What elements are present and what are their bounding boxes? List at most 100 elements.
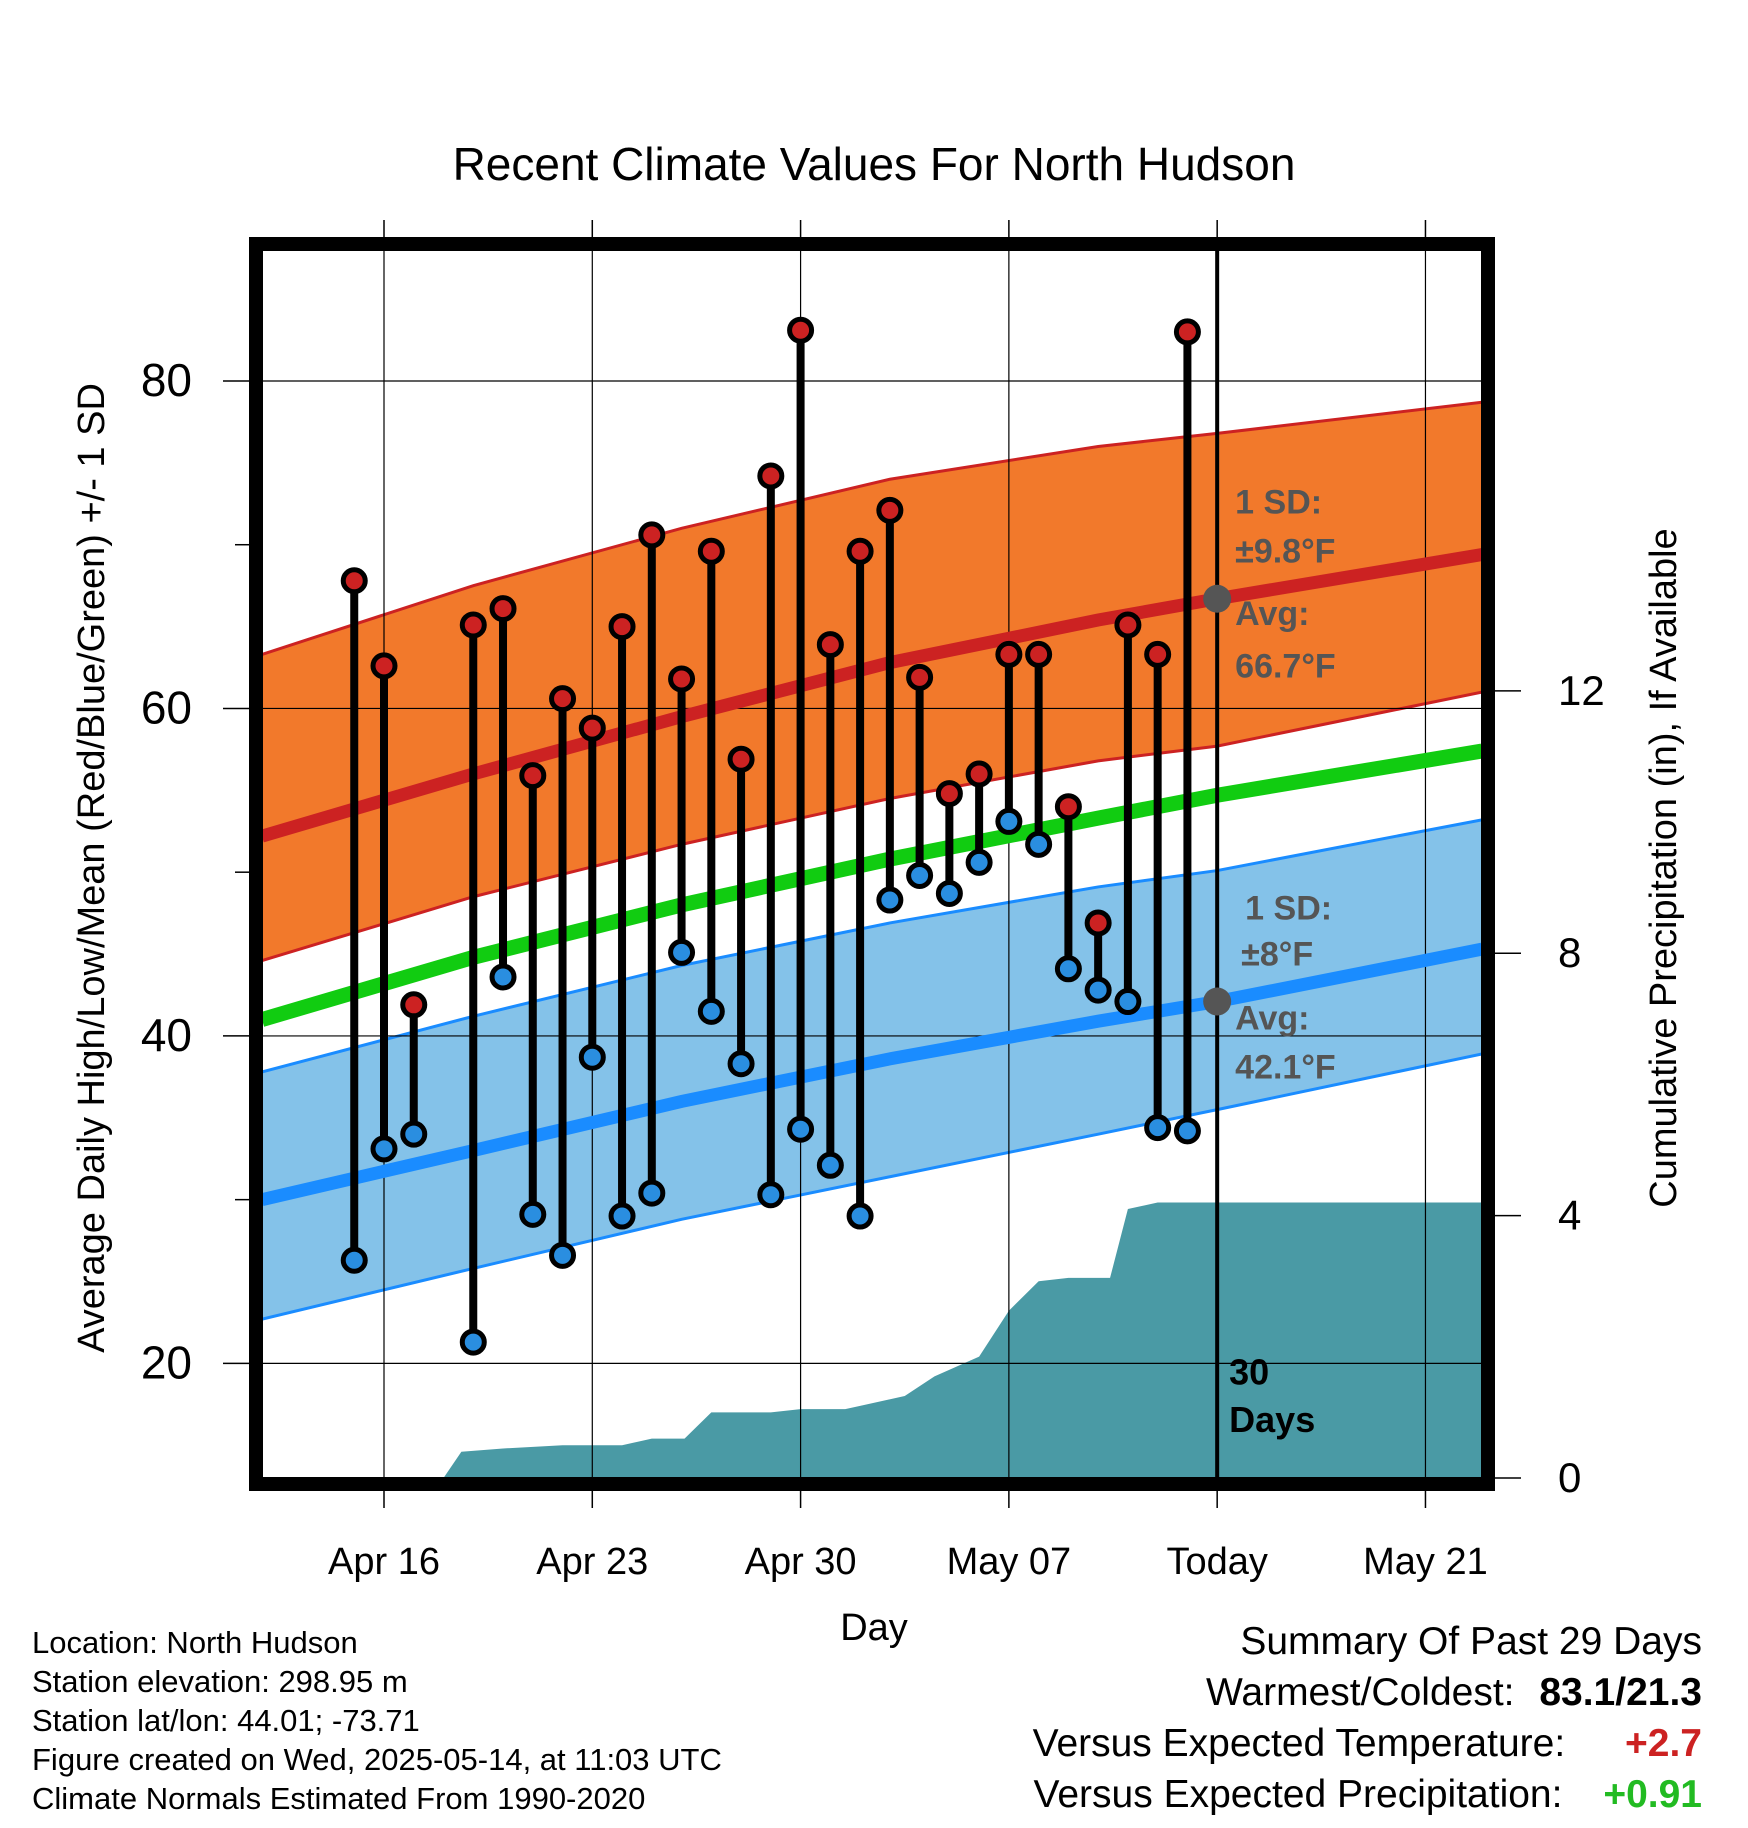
y2-tick-label: 12: [1558, 667, 1605, 714]
summary-temp: Versus Expected Temperature: +2.7: [1033, 1718, 1702, 1769]
low-sd-value: ±8°F: [1241, 936, 1313, 974]
daily-low-point: [1114, 988, 1142, 1016]
daily-low-point: [906, 861, 934, 889]
summary-panel: Summary Of Past 29 Days Warmest/Coldest:…: [1033, 1616, 1702, 1820]
temp-value: +2.7: [1625, 1722, 1702, 1765]
summary-title: Summary Of Past 29 Days: [1240, 1620, 1702, 1663]
daily-high-point: [876, 496, 904, 524]
daily-low-point: [459, 1328, 487, 1356]
daily-low-point: [1084, 976, 1112, 1004]
daily-high-point: [697, 537, 725, 565]
daily-low-point: [757, 1181, 785, 1209]
today-low-avg-marker: [1203, 987, 1232, 1016]
daily-low-point: [578, 1043, 606, 1071]
precip-label: Versus Expected Precipitation:: [1033, 1773, 1563, 1816]
y-tick-label: 80: [141, 354, 192, 406]
daily-high-point: [400, 991, 428, 1019]
daily-low-point: [965, 848, 993, 876]
daily-high-point: [935, 780, 963, 808]
y-axis-label: Average Daily High/Low/Mean (Red/Blue/Gr…: [71, 383, 113, 1353]
x-tick-label: May 07: [947, 1541, 1072, 1583]
plot-area: 1 SD: ±9.8°F Avg: 66.7°F 1 SD: ±8°F Avg: 42.1°F…: [262, 250, 1482, 1478]
today-high-avg-marker: [1203, 584, 1232, 613]
daily-high-point: [1114, 611, 1142, 639]
temp-label: Versus Expected Temperature:: [1032, 1722, 1566, 1765]
low-sd-label: 1 SD:: [1245, 890, 1332, 928]
daily-high-point: [727, 745, 755, 773]
x-tick-label: Apr 16: [328, 1541, 440, 1583]
chart-title: Recent Climate Values For North Hudson: [453, 138, 1296, 190]
daily-low-point: [370, 1135, 398, 1163]
daily-low-point: [846, 1202, 874, 1230]
high-sd-value: ±9.8°F: [1235, 533, 1335, 571]
daily-high-point: [1054, 793, 1082, 821]
daily-low-point: [1054, 955, 1082, 983]
daily-high-point: [1144, 640, 1172, 668]
daily-high-point: [757, 462, 785, 490]
low-avg-value: 42.1°F: [1235, 1048, 1336, 1086]
summary-warm-cold: Warmest/Coldest: 83.1/21.3: [1033, 1667, 1702, 1718]
precip-area: [262, 1202, 1482, 1478]
x-tick-label: Apr 30: [745, 1541, 857, 1583]
daily-high-point: [1084, 909, 1112, 937]
info-elevation: Station elevation: 298.95 m: [32, 1664, 408, 1699]
daily-high-point: [549, 685, 577, 713]
warm-cold-value: 83.1/21.3: [1539, 1671, 1702, 1714]
station-info: Location: North Hudson Station elevation…: [32, 1623, 722, 1818]
info-latlon: Station lat/lon: 44.01; -73.71: [32, 1703, 420, 1738]
info-location: Location: North Hudson: [32, 1625, 358, 1660]
daily-high-point: [787, 316, 815, 344]
x-tick-label: Apr 23: [536, 1541, 648, 1583]
low-avg-label: Avg:: [1235, 999, 1309, 1037]
summary-precip: Versus Expected Precipitation: +0.91: [1033, 1769, 1703, 1820]
low-sd-band: [262, 819, 1482, 1320]
daily-high-point: [846, 537, 874, 565]
y-tick-label: 60: [141, 681, 192, 733]
daily-low-point: [638, 1179, 666, 1207]
daily-high-point: [459, 611, 487, 639]
daily-high-point: [578, 714, 606, 742]
daily-low-point: [549, 1241, 577, 1269]
high-avg-value: 66.7°F: [1235, 647, 1336, 685]
y2-tick-label: 8: [1558, 929, 1581, 976]
daily-low-point: [400, 1120, 428, 1148]
daily-high-point: [340, 567, 368, 595]
precip-value: +0.91: [1603, 1773, 1702, 1816]
daily-low-point: [876, 886, 904, 914]
x-tick-label: Today: [1166, 1541, 1267, 1583]
daily-high-point: [638, 521, 666, 549]
daily-high-point: [370, 652, 398, 680]
plot-frame: [249, 237, 1495, 1491]
high-avg-label: Avg:: [1235, 595, 1309, 633]
today-count-number: 30: [1229, 1352, 1269, 1393]
daily-low-point: [1025, 830, 1053, 858]
daily-low-point: [608, 1202, 636, 1230]
daily-low-point: [995, 807, 1023, 835]
x-tick-label: May 21: [1363, 1541, 1488, 1583]
warm-cold-label: Warmest/Coldest:: [1206, 1671, 1515, 1714]
y-tick-label: 40: [141, 1009, 192, 1061]
y2-tick-label: 0: [1558, 1454, 1581, 1501]
daily-high-point: [906, 663, 934, 691]
daily-high-point: [668, 665, 696, 693]
y2-axis-label: Cumulative Precipitation (in), If Availa…: [1643, 528, 1685, 1207]
daily-low-point: [340, 1246, 368, 1274]
info-created: Figure created on Wed, 2025-05-14, at 11…: [32, 1742, 722, 1777]
daily-high-point: [519, 762, 547, 790]
y2-tick-label: 4: [1558, 1192, 1581, 1239]
daily-high-point: [1173, 318, 1201, 346]
daily-low-point: [519, 1200, 547, 1228]
daily-low-point: [489, 963, 517, 991]
daily-high-point: [1025, 640, 1053, 668]
daily-low-point: [1173, 1117, 1201, 1145]
daily-high-point: [608, 613, 636, 641]
daily-low-point: [787, 1115, 815, 1143]
daily-low-point: [1144, 1114, 1172, 1142]
daily-high-point: [965, 760, 993, 788]
daily-high-point: [816, 631, 844, 659]
high-sd-band: [262, 402, 1482, 961]
daily-low-point: [697, 997, 725, 1025]
info-normals: Climate Normals Estimated From 1990-2020: [32, 1781, 646, 1816]
daily-high-point: [995, 640, 1023, 668]
daily-low-point: [668, 938, 696, 966]
